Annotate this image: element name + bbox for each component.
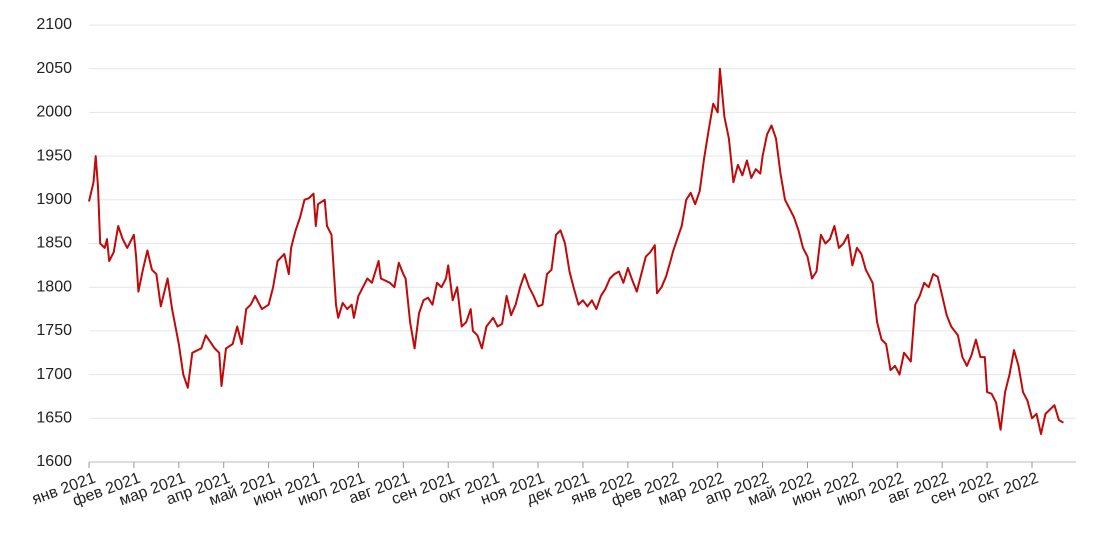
price-line <box>88 67 1064 435</box>
y-tick-label: 2050 <box>36 60 72 77</box>
y-tick-label: 1650 <box>36 410 72 427</box>
y-tick-label: 1700 <box>36 366 72 383</box>
y-tick-label: 1900 <box>36 191 72 208</box>
y-tick-label: 1800 <box>36 278 72 295</box>
y-tick-label: 1950 <box>36 147 72 164</box>
y-tick-label: 2000 <box>36 104 72 121</box>
y-tick-label: 2100 <box>36 16 72 33</box>
y-tick-label: 1600 <box>36 453 72 470</box>
y-tick-label: 1850 <box>36 235 72 252</box>
y-tick-label: 1750 <box>36 322 72 339</box>
